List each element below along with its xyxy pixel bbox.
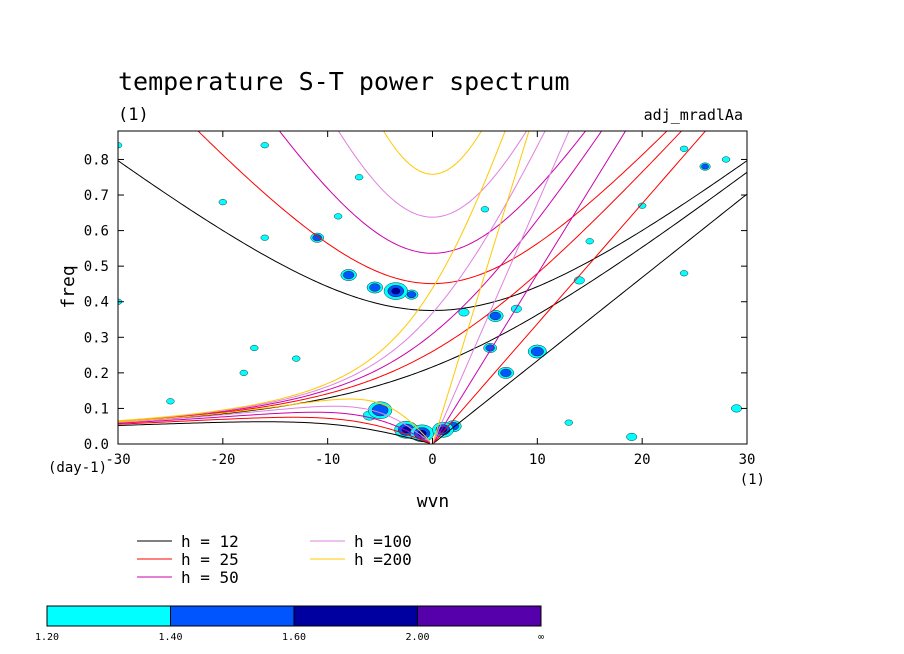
contour-blob (218, 199, 227, 206)
colorbar-label: 1.20 (35, 632, 59, 643)
x-unit-label: (1) (740, 472, 765, 488)
y-tick-label: 0.7 (84, 188, 109, 204)
ig-curve (337, 131, 528, 218)
contour-blob (679, 145, 689, 152)
x-tick-label: 20 (634, 452, 651, 468)
colorbar-label: 2.00 (405, 632, 429, 643)
y-tick-label: 0.3 (84, 330, 109, 346)
x-tick-label: 0 (428, 452, 436, 468)
kelvin-curve (432, 193, 747, 444)
contour-blob (585, 238, 594, 245)
contour-blob (312, 234, 322, 242)
y-tick-label: 0.4 (84, 295, 109, 311)
y-tick-label: 0.8 (84, 152, 109, 168)
chart-subtitle-left: (1) (118, 105, 149, 125)
x-axis-ticks: -30 -20 -10 0 10 20 30 (105, 131, 755, 468)
y-unit-label: (day-1) (48, 460, 107, 476)
contour-blob (260, 142, 269, 149)
contour-blob (406, 291, 417, 299)
legend-label: h =100 (354, 532, 412, 551)
contour-blob (292, 355, 301, 362)
kelvin-curve (432, 131, 627, 444)
chart-title: temperature S-T power spectrum (118, 67, 570, 96)
legend-label: h =200 (354, 550, 412, 569)
x-tick-label: -30 (105, 452, 130, 468)
x-axis-label: wvn (417, 491, 450, 512)
legend-label: h = 25 (181, 550, 239, 569)
mrg-curve (118, 131, 506, 422)
x-tick-label: 30 (739, 452, 756, 468)
ig-curve (278, 131, 587, 254)
y-axis-label: freq (58, 265, 79, 308)
contour-blob (489, 311, 501, 321)
contour-blob (334, 213, 343, 220)
contour-blob (369, 283, 381, 292)
contour-blob (626, 432, 638, 441)
rossby-curve (118, 398, 431, 442)
contour-blob (343, 271, 355, 280)
rossby-curve (118, 405, 431, 443)
contour-blob (564, 419, 573, 426)
kelvin-curve (432, 131, 707, 444)
contour-blob (721, 156, 731, 163)
contour-blob (118, 142, 123, 149)
rossby-curve (118, 421, 431, 444)
dispersion-curves (118, 131, 747, 444)
contour-blob (260, 234, 269, 241)
chart-subtitle-right: adj_mradlAa (644, 106, 743, 124)
legend-label: h = 12 (181, 532, 239, 551)
mrg-curve (118, 131, 603, 422)
kelvin-curve (432, 131, 570, 444)
contour-blob (250, 344, 259, 351)
contour-blob (701, 163, 709, 170)
colorbar-swatch (417, 605, 542, 627)
contour-blob (354, 174, 364, 181)
ig-curve (382, 131, 483, 175)
x-tick-label: -20 (210, 452, 235, 468)
colorbar-swatch (293, 605, 418, 627)
rossby-curve (118, 416, 431, 444)
contour-blob (239, 369, 248, 376)
contour-blob (530, 346, 544, 357)
y-tick-label: 0.2 (84, 366, 109, 382)
mrg-curve (118, 171, 747, 423)
y-tick-label: 0.0 (84, 437, 109, 453)
contour-blob (166, 398, 175, 405)
ig-curve (197, 131, 668, 285)
contour-blobs (118, 142, 742, 443)
contour-blob (731, 404, 742, 413)
kelvin-curve (432, 131, 530, 444)
contour-blob (500, 368, 512, 377)
contour-blob (679, 270, 689, 277)
y-tick-label: 0.5 (84, 259, 109, 275)
y-tick-label: 0.1 (84, 401, 109, 417)
contour-blob (391, 287, 401, 295)
mrg-curve (118, 131, 546, 422)
colorbar-label: 1.60 (282, 632, 306, 643)
colorbar-label: 1.40 (158, 632, 182, 643)
y-axis-ticks: 0.0 0.1 0.2 0.3 0.4 0.5 0.6 0.7 0.8 (84, 152, 747, 453)
contour-blob (480, 206, 490, 213)
legend-label: h = 50 (181, 568, 239, 587)
colorbar: 1.20 1.40 1.60 2.00 ∞ (35, 605, 544, 643)
y-tick-label: 0.6 (84, 224, 109, 240)
rossby-curve (118, 411, 431, 444)
x-tick-label: 10 (529, 452, 546, 468)
ig-curve (118, 160, 747, 311)
x-tick-label: -10 (315, 452, 340, 468)
mrg-curve (118, 131, 683, 423)
colorbar-swatch (46, 605, 171, 627)
colorbar-swatch (170, 605, 295, 627)
colorbar-label: ∞ (538, 632, 544, 643)
